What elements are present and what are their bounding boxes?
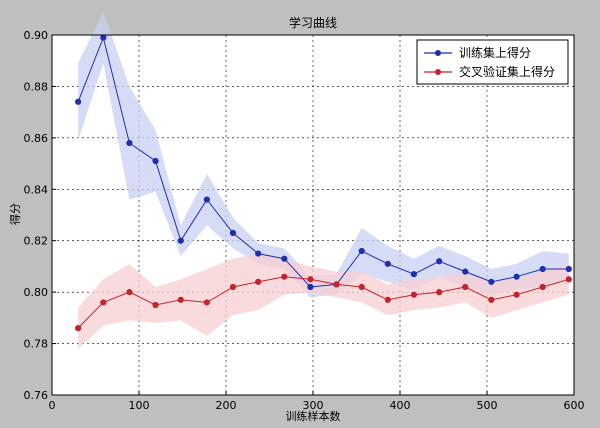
data-point	[177, 237, 184, 244]
data-point	[75, 98, 82, 105]
data-point	[565, 265, 572, 273]
legend-box	[416, 39, 569, 85]
x-tick-label: 600	[564, 399, 585, 412]
data-point	[75, 325, 82, 332]
series-line-1	[77, 276, 569, 329]
legend-marker	[435, 50, 441, 56]
data-point	[513, 291, 520, 298]
data-point	[384, 260, 391, 267]
data-point	[203, 299, 210, 306]
x-axis-title: 训练样本数	[286, 409, 341, 423]
data-point	[436, 258, 443, 265]
std-band-1	[78, 253, 569, 349]
y-tick-label: 0.80	[24, 286, 49, 299]
y-tick-label: 0.88	[24, 80, 49, 93]
data-point	[488, 296, 495, 303]
data-point	[203, 196, 210, 203]
data-point	[539, 265, 546, 273]
x-tick-label: 200	[216, 399, 237, 412]
x-tick-label: 500	[477, 399, 498, 412]
legend-label: 训练集上得分	[459, 45, 531, 60]
data-point	[255, 278, 262, 285]
axis-ticks: 0 100 200 300 400 500 600 0.76 0.78 0.80 0.82 0.84 0…	[24, 29, 585, 412]
data-point	[281, 273, 288, 280]
data-point	[100, 34, 107, 41]
series-lines	[77, 35, 569, 329]
data-point	[229, 229, 237, 237]
data-point	[539, 283, 546, 291]
data-point	[177, 296, 184, 303]
data-point	[488, 278, 495, 285]
data-point	[255, 250, 262, 257]
data-point	[152, 301, 159, 309]
data-point	[436, 289, 443, 296]
data-point	[410, 271, 418, 278]
x-tick-label: 100	[129, 399, 150, 412]
data-point	[307, 283, 314, 291]
y-tick-label: 0.76	[24, 389, 49, 402]
y-tick-label: 0.90	[24, 29, 49, 42]
data-point	[513, 273, 520, 280]
y-tick-label: 0.82	[24, 235, 49, 248]
data-point	[152, 157, 159, 165]
data-point	[358, 247, 365, 255]
data-point	[229, 283, 237, 291]
series-line-0	[77, 35, 569, 288]
chart-title: 学习曲线	[289, 15, 337, 30]
data-point	[410, 291, 418, 298]
data-point	[126, 289, 133, 296]
data-point	[281, 255, 288, 262]
data-point	[333, 281, 340, 288]
x-tick-label: 300	[303, 399, 324, 412]
data-point	[462, 283, 469, 291]
x-tick-label: 0	[49, 399, 56, 412]
y-tick-label: 0.78	[24, 338, 49, 351]
data-point	[565, 276, 572, 283]
legend-label: 交叉验证集上得分	[459, 64, 555, 79]
data-point	[358, 283, 365, 291]
x-tick-label: 400	[390, 399, 411, 412]
data-point	[126, 139, 133, 147]
legend-marker	[435, 69, 441, 75]
std-bands	[78, 11, 569, 349]
y-tick-label: 0.84	[24, 183, 49, 196]
data-point	[462, 268, 469, 275]
data-point	[100, 299, 107, 306]
data-point	[384, 296, 391, 303]
data-point	[307, 276, 314, 283]
y-axis-title: 得分	[9, 203, 22, 225]
std-band-0	[78, 11, 569, 298]
y-tick-label: 0.86	[24, 132, 49, 145]
